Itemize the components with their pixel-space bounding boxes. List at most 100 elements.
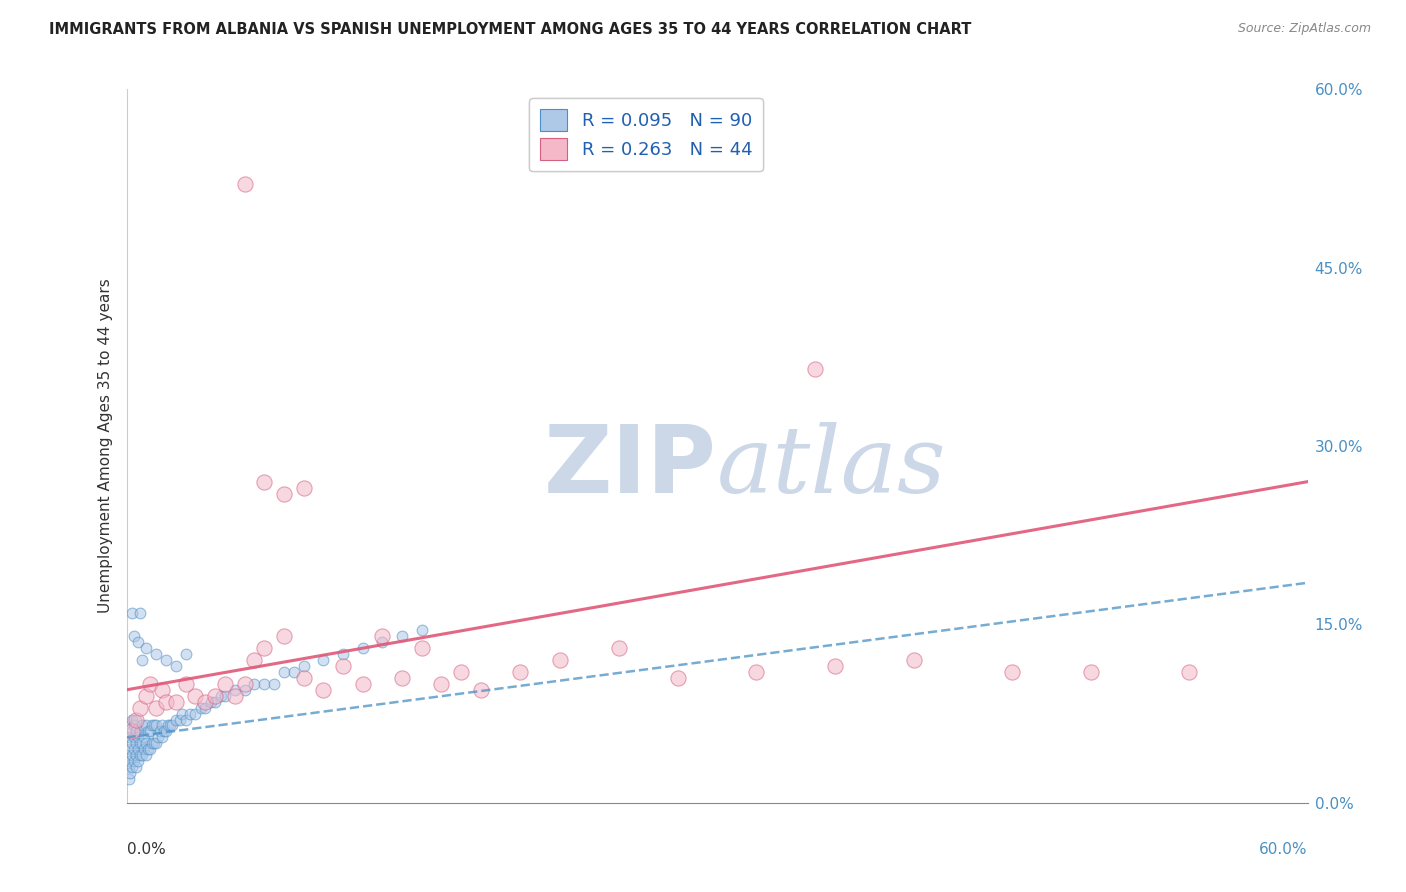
Point	[121, 713, 143, 727]
Text: 0.0%: 0.0%	[127, 842, 166, 857]
Point	[131, 718, 153, 732]
Point	[253, 677, 276, 691]
Point	[411, 624, 433, 638]
Point	[125, 713, 148, 727]
Point	[411, 641, 433, 656]
Point	[470, 682, 492, 697]
Point	[153, 724, 176, 739]
Point	[184, 706, 207, 721]
Point	[135, 718, 157, 732]
Point	[174, 713, 197, 727]
Point	[117, 748, 139, 763]
Point	[190, 700, 212, 714]
Point	[125, 724, 148, 739]
Point	[352, 641, 374, 656]
Point	[127, 635, 149, 649]
Point	[129, 724, 152, 739]
Point	[292, 671, 315, 685]
Point	[1080, 665, 1102, 679]
Point	[204, 689, 226, 703]
Text: Source: ZipAtlas.com: Source: ZipAtlas.com	[1237, 22, 1371, 36]
Point	[145, 718, 167, 732]
Point	[292, 659, 315, 673]
Point	[155, 653, 177, 667]
Point	[450, 665, 472, 679]
Point	[134, 742, 156, 756]
Point	[121, 606, 143, 620]
Point	[131, 748, 153, 763]
Point	[129, 736, 152, 750]
Point	[273, 665, 295, 679]
Point	[121, 724, 143, 739]
Point	[131, 736, 153, 750]
Point	[332, 659, 354, 673]
Point	[120, 766, 142, 780]
Point	[125, 736, 148, 750]
Text: atlas: atlas	[717, 423, 946, 512]
Point	[117, 760, 139, 774]
Point	[125, 748, 148, 763]
Point	[209, 689, 232, 703]
Point	[312, 653, 335, 667]
Point	[120, 754, 142, 768]
Point	[273, 486, 295, 500]
Point	[139, 724, 162, 739]
Point	[391, 629, 413, 643]
Point	[150, 682, 173, 697]
Point	[224, 682, 246, 697]
Point	[129, 700, 152, 714]
Point	[745, 665, 768, 679]
Point	[156, 718, 179, 732]
Point	[200, 695, 222, 709]
Point	[145, 736, 167, 750]
Point	[139, 742, 162, 756]
Point	[903, 653, 925, 667]
Point	[169, 713, 191, 727]
Point	[141, 736, 163, 750]
Point	[135, 748, 157, 763]
Point	[233, 682, 256, 697]
Point	[174, 647, 197, 661]
Point	[141, 718, 163, 732]
Point	[121, 748, 143, 763]
Point	[292, 481, 315, 495]
Point	[120, 742, 142, 756]
Point	[607, 641, 630, 656]
Point	[125, 713, 148, 727]
Point	[124, 718, 146, 732]
Point	[263, 677, 285, 691]
Point	[124, 731, 146, 745]
Point	[204, 695, 226, 709]
Point	[1001, 665, 1024, 679]
Point	[139, 677, 162, 691]
Point	[121, 760, 143, 774]
Text: IMMIGRANTS FROM ALBANIA VS SPANISH UNEMPLOYMENT AMONG AGES 35 TO 44 YEARS CORREL: IMMIGRANTS FROM ALBANIA VS SPANISH UNEMP…	[49, 22, 972, 37]
Point	[253, 641, 276, 656]
Point	[332, 647, 354, 661]
Point	[352, 677, 374, 691]
Point	[131, 653, 153, 667]
Point	[283, 665, 305, 679]
Point	[125, 760, 148, 774]
Point	[135, 641, 157, 656]
Point	[548, 653, 571, 667]
Point	[165, 713, 187, 727]
Point	[430, 677, 453, 691]
Point	[155, 724, 177, 739]
Point	[124, 742, 146, 756]
Point	[165, 695, 187, 709]
Point	[150, 718, 173, 732]
Text: ZIP: ZIP	[544, 421, 717, 514]
Point	[214, 689, 236, 703]
Point	[159, 718, 181, 732]
Text: 60.0%: 60.0%	[1260, 842, 1308, 857]
Point	[1178, 665, 1201, 679]
Point	[134, 731, 156, 745]
Point	[170, 706, 193, 721]
Point	[224, 689, 246, 703]
Point	[127, 742, 149, 756]
Point	[124, 629, 146, 643]
Point	[160, 718, 183, 732]
Point	[804, 361, 827, 376]
Point	[214, 677, 236, 691]
